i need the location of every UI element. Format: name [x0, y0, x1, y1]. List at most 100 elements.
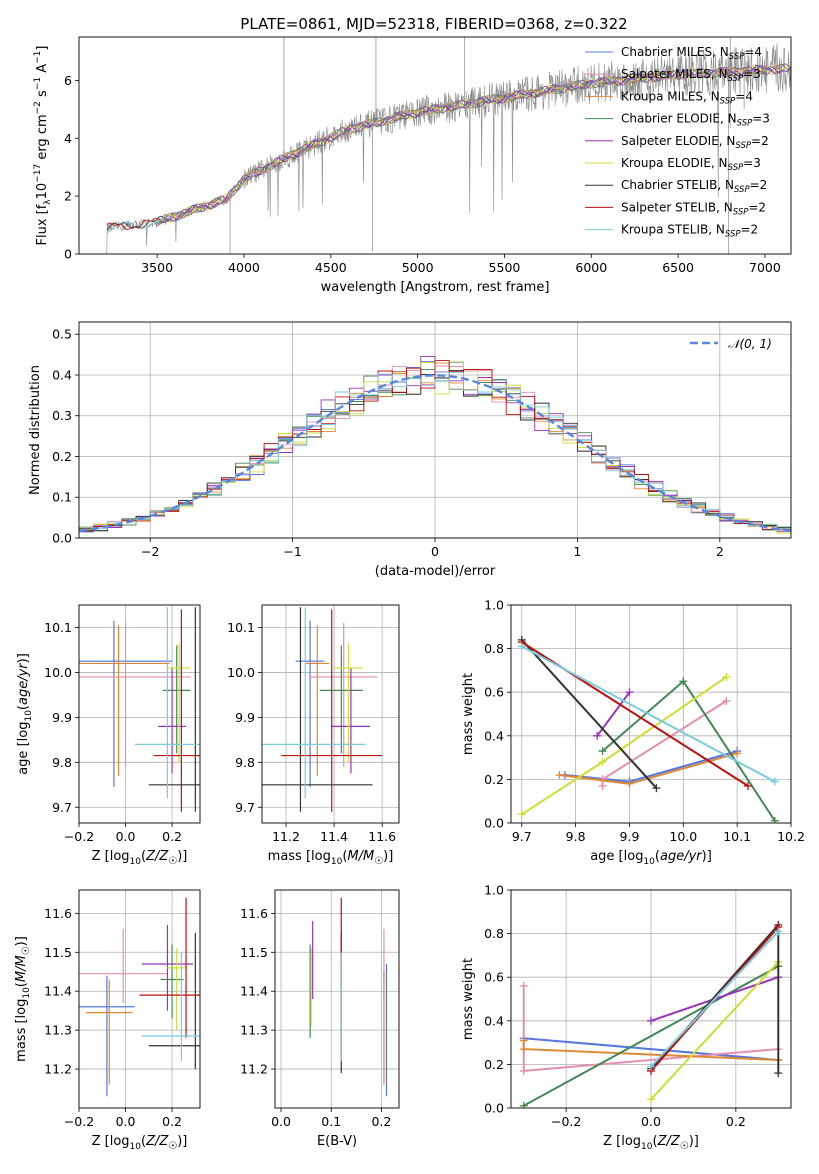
y-tick-label: 0.5	[52, 327, 72, 342]
label-part: Flux [f	[35, 204, 50, 245]
panel-age_vs_mass: 11.2 11.4 11.6 9.7 9.8 9.9 10.0 10.1 mass [log10…	[227, 604, 400, 867]
y-tick-label: 10.1	[44, 620, 72, 635]
data-point-marker	[519, 1101, 528, 1108]
legend-subscript: SSP	[725, 230, 741, 240]
x-tick-label: 5000	[402, 260, 434, 275]
figure-title: PLATE=0861, MJD=52318, FIBERID=0368, z=0…	[240, 15, 627, 33]
data-point-marker	[722, 696, 731, 705]
point-kroupa_elodie	[167, 643, 191, 763]
label-part: s	[35, 90, 50, 101]
legend-entry-chabrier_miles: Chabrier MILES, NSSP=4	[621, 45, 762, 62]
label-part: (	[141, 849, 146, 864]
label-part: −1	[33, 51, 43, 64]
label-part: )]	[177, 849, 187, 864]
x-tick-label: −0.2	[64, 1114, 94, 1129]
legend-entry-normal: 𝒩(0, 1)	[728, 337, 772, 351]
legend-count: =3	[752, 112, 770, 126]
plot-area	[106, 37, 791, 254]
y-tick-label: 0.2	[52, 449, 72, 464]
panel-weight_vs_Z: −0.2 0.0 0.2 0.0 0.2 0.4 0.6 0.8 1.0 Z [log10(Z/Z…	[461, 883, 792, 1152]
y-tick-label: 0.4	[52, 367, 72, 382]
model-chabrier_miles	[164, 64, 791, 222]
legend-text: Chabrier MILES, N	[621, 45, 729, 59]
series-line	[523, 1037, 779, 1061]
series-kroupa_miles	[555, 749, 742, 788]
y-tick-label: 10.0	[227, 665, 255, 680]
panel-residuals: −2 −1 0 1 2 0.0 0.1 0.2 0.3 0.4 0.5 𝒩(0, 1) (data-mo…	[28, 321, 792, 579]
data-point-marker	[647, 1095, 655, 1104]
panel-weight_vs_age: 9.7 9.8 9.9 10.0 10.1 10.2 0.0 0.2 0.4 0.6 0.8 1.0 a…	[461, 598, 805, 868]
label-part: age/yr	[660, 849, 703, 864]
y-tick-label: 11.4	[240, 984, 268, 999]
label-part: )]	[16, 653, 31, 663]
axes-frame	[261, 604, 400, 824]
legend-subscript: SSP	[720, 96, 736, 106]
model-salpeter_elodie	[156, 63, 791, 227]
model-chabrier_elodie	[156, 63, 791, 224]
label-part: ☉	[168, 1141, 177, 1152]
panels: 3500 4000 4500 5000 5500 6000 6500 7000 0 2 4 6 Chab…	[14, 36, 805, 1152]
data-point-marker	[519, 1036, 528, 1045]
point-kroupa_stelib	[141, 952, 200, 1062]
x-axis-label: Z [log10(Z/Z☉)]	[92, 849, 188, 867]
label-part: erg cm	[35, 114, 50, 163]
y-tick-label: 9.7	[52, 800, 72, 815]
label-part: −1	[33, 77, 43, 90]
data-point-marker	[555, 771, 564, 780]
y-tick-label: 6	[64, 73, 72, 88]
legend-text: Chabrier STELIB, N	[621, 178, 734, 192]
label-part: )]	[14, 936, 29, 946]
series-line	[521, 676, 727, 816]
x-axis-label: wavelength [Angstrom, rest frame]	[321, 280, 550, 295]
axes-frame	[78, 36, 792, 255]
data-point-marker	[593, 731, 602, 740]
y-tick-label: 0.4	[484, 1013, 504, 1028]
y-tick-label: 11.2	[44, 1062, 72, 1077]
normal-distribution-curve	[79, 374, 791, 533]
point-salpeter_miles	[79, 622, 191, 767]
plot-area	[79, 607, 200, 812]
x-tick-label: 5500	[489, 260, 521, 275]
y-tick-label: 11.4	[44, 984, 72, 999]
x-tick-label: 4000	[228, 260, 260, 275]
label-part: Z [log	[92, 849, 130, 864]
legend-count: =4	[744, 45, 762, 59]
legend-count: =2	[741, 223, 759, 237]
label-part: age/yr	[16, 662, 31, 705]
label-part: 10	[130, 857, 142, 867]
point-kroupa_stelib	[262, 607, 366, 799]
series-line	[650, 930, 780, 1068]
y-axis-label: Flux [fλ10−17 erg cm−2 s−1 A−1]	[33, 46, 53, 246]
data-point-marker	[679, 677, 688, 686]
label-part: ☉	[21, 946, 32, 955]
label-part: mass [log	[14, 999, 29, 1062]
label-part: A	[35, 64, 50, 77]
legend-subscript: SSP	[733, 207, 749, 217]
label-part: M/M	[14, 955, 29, 982]
point-chabrier_elodie	[160, 944, 184, 1019]
observed-spectrum	[106, 43, 791, 254]
x-tick-label: 0.0	[271, 1114, 291, 1129]
label-part: 10	[35, 183, 50, 200]
grid	[275, 890, 399, 1108]
point-kroupa_miles	[79, 625, 170, 776]
label-part: (	[141, 1134, 146, 1149]
label-part: 10	[22, 987, 32, 999]
legend-text: Chabrier ELODIE, N	[621, 112, 737, 126]
axes-frame	[510, 604, 792, 824]
x-tick-label: 3500	[141, 260, 173, 275]
y-tick-label: 0.8	[484, 641, 504, 656]
plot-area	[262, 607, 383, 812]
axes-frame	[510, 889, 792, 1109]
label-part: Z [log	[92, 1134, 130, 1149]
y-tick-label: 11.6	[44, 906, 72, 921]
data-point-marker	[770, 777, 779, 786]
label-part: ☉	[374, 856, 383, 867]
label-part: (	[655, 849, 660, 864]
data-point-marker	[519, 981, 528, 990]
y-tick-label: 1.0	[484, 883, 504, 898]
point-salpeter_miles	[79, 928, 168, 1003]
legend-entry-kroupa_elodie: Kroupa ELODIE, NSSP=3	[621, 156, 761, 173]
label-part: age [log	[16, 722, 31, 775]
